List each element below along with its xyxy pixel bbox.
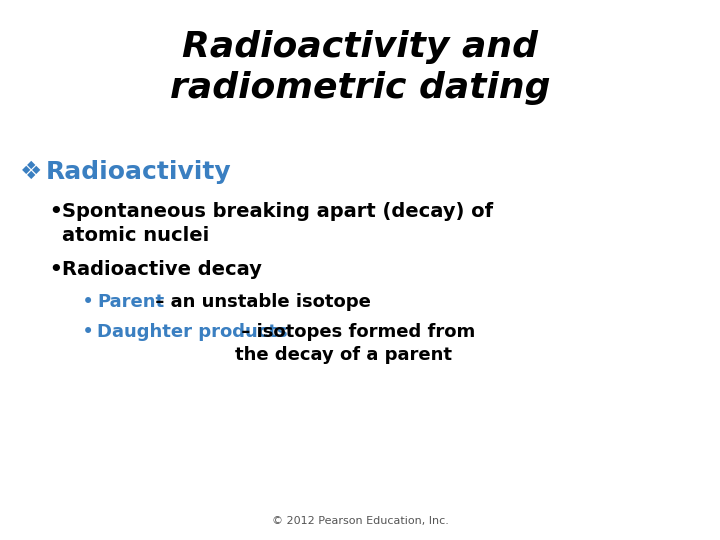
Text: •: •	[48, 258, 63, 282]
Text: Radioactivity and
radiometric dating: Radioactivity and radiometric dating	[170, 30, 550, 105]
Text: •: •	[48, 200, 63, 224]
Text: ❖: ❖	[20, 160, 42, 184]
Text: Parent: Parent	[97, 293, 164, 311]
Text: Daughter products: Daughter products	[97, 323, 287, 341]
Text: Spontaneous breaking apart (decay) of
atomic nuclei: Spontaneous breaking apart (decay) of at…	[62, 202, 493, 245]
Text: •: •	[82, 322, 94, 342]
Text: Radioactivity: Radioactivity	[46, 160, 232, 184]
Text: – isotopes formed from
the decay of a parent: – isotopes formed from the decay of a pa…	[235, 323, 475, 364]
Text: •: •	[82, 292, 94, 312]
Text: – an unstable isotope: – an unstable isotope	[149, 293, 371, 311]
Text: © 2012 Pearson Education, Inc.: © 2012 Pearson Education, Inc.	[271, 516, 449, 526]
Text: Radioactive decay: Radioactive decay	[62, 260, 262, 279]
